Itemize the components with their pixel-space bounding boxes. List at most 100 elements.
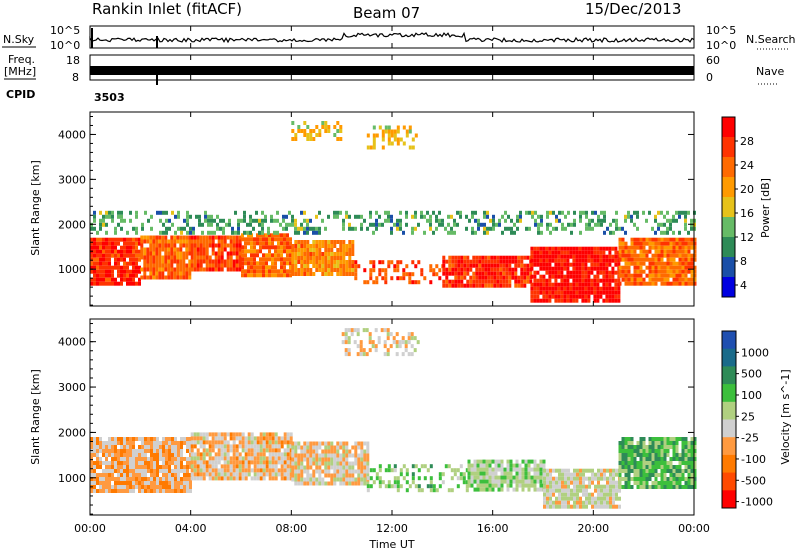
heatmap-cell bbox=[152, 267, 156, 272]
heatmap-cell bbox=[624, 214, 627, 219]
heatmap-cell bbox=[606, 476, 609, 481]
heatmap-cell bbox=[602, 266, 606, 271]
heatmap-cell bbox=[417, 468, 421, 473]
heatmap-cell bbox=[639, 253, 643, 258]
colorbar-segment bbox=[722, 117, 735, 138]
heatmap-cell bbox=[633, 210, 636, 215]
heatmap-cell bbox=[211, 267, 215, 272]
colorbar-tick-label: 12 bbox=[740, 231, 754, 244]
heatmap-cell bbox=[429, 476, 433, 481]
heatmap-cell bbox=[152, 251, 156, 256]
heatmap-cell bbox=[614, 254, 618, 259]
heatmap-cell bbox=[280, 241, 283, 246]
heatmap-cell bbox=[445, 279, 449, 284]
heatmap-cell bbox=[117, 465, 120, 469]
heatmap-cell bbox=[165, 441, 168, 445]
heatmap-cell bbox=[602, 290, 606, 295]
heatmap-cell bbox=[660, 465, 664, 469]
heatmap-cell bbox=[585, 476, 588, 481]
heatmap-cell bbox=[223, 243, 227, 248]
heatmap-cell bbox=[690, 245, 694, 250]
heatmap-cell bbox=[690, 485, 694, 489]
heatmap-cell bbox=[564, 484, 567, 489]
heatmap-cell bbox=[414, 280, 418, 285]
heatmap-cell bbox=[383, 340, 387, 345]
heatmap-cell bbox=[552, 476, 555, 481]
heatmap-cell bbox=[150, 453, 153, 457]
heatmap-cell bbox=[497, 479, 501, 484]
heatmap-cell bbox=[173, 275, 177, 280]
heatmap-cell bbox=[146, 255, 150, 260]
heatmap-cell bbox=[132, 437, 135, 441]
heatmap-cell bbox=[684, 277, 688, 282]
heatmap-cell bbox=[396, 480, 400, 485]
heatmap-cell bbox=[105, 261, 108, 266]
heatmap-cell bbox=[256, 456, 260, 461]
heatmap-cell bbox=[259, 436, 263, 441]
heatmap-cell bbox=[476, 459, 480, 464]
heatmap-cell bbox=[597, 214, 600, 219]
heatmap-cell bbox=[259, 448, 263, 453]
heatmap-cell bbox=[457, 259, 461, 264]
heatmap-cell bbox=[348, 214, 351, 219]
heatmap-cell bbox=[494, 479, 498, 484]
heatmap-cell bbox=[508, 267, 512, 272]
heatmap-cell bbox=[241, 440, 245, 445]
heatmap-cell bbox=[472, 279, 476, 284]
heatmap-cell bbox=[561, 468, 564, 473]
heatmap-cell bbox=[690, 257, 694, 262]
heatmap-cell bbox=[485, 463, 489, 468]
heatmap-cell bbox=[493, 283, 497, 288]
heatmap-cell bbox=[678, 273, 682, 278]
heatmap-cell bbox=[164, 259, 168, 264]
heatmap-cell bbox=[572, 282, 576, 287]
heatmap-cell bbox=[177, 469, 180, 473]
heatmap-cell bbox=[173, 271, 177, 276]
heatmap-cell bbox=[354, 272, 358, 277]
heatmap-cell bbox=[473, 487, 477, 492]
heatmap-cell bbox=[321, 469, 325, 474]
heatmap-cell bbox=[238, 432, 242, 437]
heatmap-cell bbox=[590, 290, 594, 295]
heatmap-cell bbox=[129, 457, 132, 461]
heatmap-cell bbox=[321, 268, 325, 272]
heatmap-cell bbox=[262, 233, 265, 238]
heatmap-cell bbox=[244, 460, 248, 465]
heatmap-cell bbox=[105, 473, 108, 477]
heatmap-cell bbox=[277, 444, 281, 449]
heatmap-cell bbox=[675, 265, 679, 270]
heatmap-cell bbox=[241, 273, 244, 278]
heatmap-cell bbox=[396, 125, 400, 130]
heatmap-cell bbox=[369, 276, 373, 281]
heatmap-cell bbox=[285, 222, 288, 227]
heatmap-cell bbox=[111, 445, 114, 449]
heatmap-cell bbox=[390, 260, 394, 265]
heatmap-cell bbox=[530, 258, 534, 263]
heatmap-cell bbox=[648, 449, 652, 453]
heatmap-cell bbox=[147, 441, 150, 445]
heatmap-cell bbox=[303, 449, 307, 454]
heatmap-cell bbox=[648, 469, 652, 473]
heatmap-cell bbox=[108, 437, 111, 441]
heatmap-cell bbox=[174, 489, 177, 493]
heatmap-cell bbox=[217, 472, 221, 477]
heatmap-cell bbox=[193, 472, 197, 477]
heatmap-cell bbox=[549, 504, 552, 509]
heatmap-cell bbox=[229, 259, 233, 264]
heatmap-cell bbox=[93, 473, 96, 477]
heatmap-cell bbox=[186, 222, 189, 227]
heatmap-cell bbox=[202, 476, 206, 481]
heatmap-cell bbox=[608, 282, 612, 287]
heatmap-cell bbox=[126, 249, 129, 254]
heatmap-cell bbox=[247, 273, 250, 278]
heatmap-cell bbox=[651, 257, 655, 262]
heatmap-cell bbox=[663, 445, 667, 449]
heatmap-cell bbox=[318, 230, 321, 235]
heatmap-cell bbox=[241, 460, 245, 465]
heatmap-cell bbox=[684, 257, 688, 262]
heatmap-cell bbox=[123, 469, 126, 473]
heatmap-cell bbox=[250, 432, 254, 437]
heatmap-cell bbox=[396, 129, 400, 134]
heatmap-cell bbox=[270, 218, 273, 223]
